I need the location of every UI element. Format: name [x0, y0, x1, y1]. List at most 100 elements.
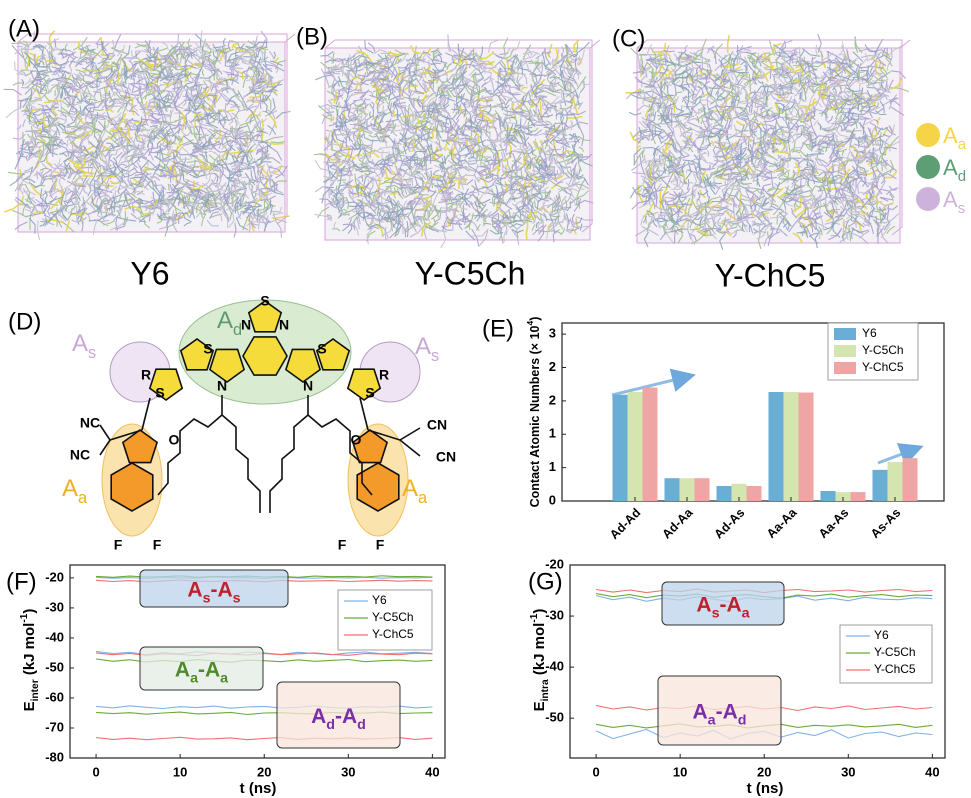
y-axis-label-part: E: [21, 701, 38, 711]
atom-legend-marker: [916, 155, 940, 179]
annotation-label-part: d: [326, 717, 335, 733]
x-tick-label: 20: [257, 764, 271, 779]
bar: [613, 395, 628, 501]
legend-label: Y6: [372, 593, 387, 607]
region-label: As: [415, 333, 439, 365]
bar: [888, 462, 903, 501]
x-tick-label: 30: [841, 764, 855, 779]
annotation-label-part: -A: [335, 705, 357, 728]
panel-label: (G): [528, 568, 563, 595]
annotation-label-part: a: [742, 605, 751, 621]
bar: [851, 492, 866, 501]
legend-label: Y-C5Ch: [874, 645, 916, 659]
bar: [873, 470, 888, 501]
y-tick-label: -20: [45, 569, 64, 584]
panel-caption: Y-ChC5: [715, 257, 826, 293]
y-tick-label: 3: [549, 326, 556, 341]
atom-legend-label-part: A: [943, 187, 958, 212]
x-tick-label: 40: [425, 764, 439, 779]
atom-legend-label-part: s: [958, 200, 965, 217]
atom-legend-label-part: d: [958, 168, 966, 185]
atom-legend-label-part: A: [943, 123, 958, 148]
x-tick-label: 20: [757, 764, 771, 779]
bar: [628, 392, 643, 501]
y-tick-label: -20: [545, 556, 564, 571]
x-tick-label: 40: [925, 764, 939, 779]
y-tick-label: -30: [545, 607, 564, 622]
region-label-part: s: [88, 344, 96, 362]
region-label-part: s: [431, 347, 439, 365]
bar: [799, 393, 814, 501]
annotation-label-part: d: [738, 712, 747, 728]
region-label-part: A: [415, 333, 431, 360]
panel-label: (F): [6, 568, 37, 595]
panel-caption: Y-C5Ch: [415, 255, 526, 291]
y-axis-label-part: ): [531, 609, 548, 614]
x-tick-label: 0: [592, 764, 599, 779]
x-tick-label: Aa-Aa: [764, 505, 800, 541]
y-axis-label: Einter (kJ mol-1): [19, 609, 41, 712]
bar: [665, 478, 680, 501]
annotation-label-part: A: [187, 578, 202, 601]
atom-label: CN: [436, 449, 456, 465]
bond: [400, 428, 420, 440]
y-tick-label: 1: [549, 459, 556, 474]
y-axis-label-part: intra: [540, 679, 551, 701]
region-label-part: A: [62, 475, 78, 502]
panel-label: (D): [8, 308, 41, 335]
atom-label: O: [169, 432, 180, 448]
region-label-part: a: [418, 489, 428, 507]
atom-label: N: [279, 317, 289, 333]
y-axis-label-part: ): [21, 609, 38, 614]
y-axis-label-part: E: [531, 701, 548, 711]
legend-swatch: [834, 362, 856, 374]
atom-label: F: [153, 537, 162, 553]
y-tick-label: -40: [545, 659, 564, 674]
atom-legend-label: As: [943, 187, 965, 218]
y-axis-label-part: -1: [529, 613, 540, 622]
y-tick-label: -50: [545, 710, 564, 725]
atom-label: O: [351, 432, 362, 448]
panel-label: (B): [296, 23, 328, 50]
annotation-label-part: s: [203, 590, 211, 606]
x-tick-label: Ad-As: [712, 506, 748, 542]
bar: [695, 478, 710, 501]
legend-label: Y-C5Ch: [372, 610, 414, 624]
y-tick-label: -30: [45, 599, 64, 614]
bar: [784, 392, 799, 501]
atom-label: F: [376, 537, 385, 553]
atom-label: CN: [427, 417, 447, 433]
x-tick-label: 10: [173, 764, 187, 779]
atom-legend-marker: [916, 123, 940, 147]
annotation-label-part: -A: [211, 578, 233, 601]
legend-swatch: [834, 345, 856, 357]
y-axis-label-part: (kJ mol: [21, 623, 38, 680]
x-tick-label: 30: [341, 764, 355, 779]
legend-label: Y6: [874, 628, 889, 642]
region-label-part: A: [402, 475, 418, 502]
bar: [747, 486, 762, 501]
y-tick-label: -80: [45, 749, 64, 764]
annotation-label-part: d: [357, 717, 366, 733]
legend-label: Y-ChC5: [372, 627, 414, 641]
atom-label: R: [379, 367, 389, 383]
atom-label: N: [303, 378, 313, 394]
y-axis-label: Eintra (kJ mol-1): [529, 609, 551, 712]
y-tick-label: 1: [549, 426, 556, 441]
region-label-part: d: [233, 321, 242, 339]
y-axis-label-part: inter: [30, 679, 41, 701]
y-tick-label: -60: [45, 689, 64, 704]
panel-caption: Y6: [130, 255, 169, 291]
atom-label: S: [203, 341, 212, 357]
x-tick-label: As-As: [868, 506, 903, 541]
annotation-label-part: s: [233, 590, 241, 606]
figure: (A)Y6(B)Y-C5Ch(C)Y-ChC5AaAdAs(D)SNNSSSSR…: [0, 0, 971, 798]
x-tick-label: Ad-Ad: [607, 506, 643, 542]
bar: [821, 491, 836, 501]
y-tick-label: 2: [549, 359, 556, 374]
atom-label: S: [365, 385, 374, 401]
bar: [769, 392, 784, 501]
annotation-label-part: A: [175, 658, 190, 681]
annotation-label-part: A: [311, 705, 326, 728]
y-tick-label: 2: [549, 392, 556, 407]
